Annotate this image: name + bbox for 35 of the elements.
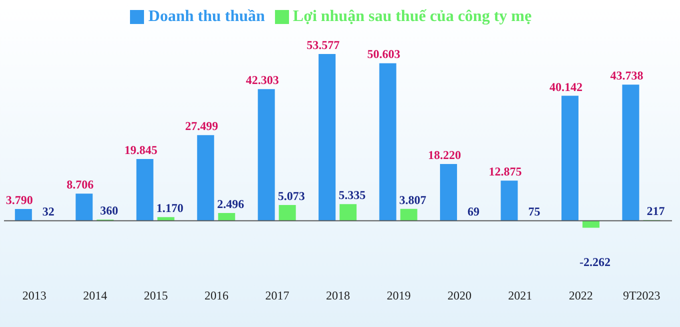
data-label: -2.262 xyxy=(579,254,610,269)
x-tick-label: 9T2023 xyxy=(622,288,660,303)
data-label: 40.142 xyxy=(549,80,582,94)
data-label: 3.807 xyxy=(399,192,426,207)
data-label: 53.577 xyxy=(306,38,340,52)
data-label: 69 xyxy=(468,204,480,219)
legend-label: Lợi nhuận sau thuế của công ty mẹ xyxy=(292,8,532,25)
x-tick-label: 2013 xyxy=(22,288,46,303)
data-label: 75 xyxy=(528,204,540,219)
x-tick-label: 2021 xyxy=(508,288,532,303)
data-label: 8.706 xyxy=(66,178,94,192)
data-label: 27.499 xyxy=(185,119,218,134)
data-label: 18.220 xyxy=(428,148,462,162)
data-label: 12.875 xyxy=(488,164,522,179)
data-label: 2.496 xyxy=(217,196,244,211)
x-tick-label: 2016 xyxy=(204,288,229,303)
x-tick-label: 2014 xyxy=(83,288,108,303)
x-tick-label: 2017 xyxy=(265,288,290,303)
x-tick-label: 2018 xyxy=(326,288,350,303)
x-tick-label: 2022 xyxy=(568,288,593,303)
legend-label: Doanh thu thuần xyxy=(148,8,265,25)
data-label: 32 xyxy=(42,204,54,219)
data-label: 1.170 xyxy=(156,201,184,216)
x-tick-label: 2019 xyxy=(386,288,411,303)
x-tick-label: 2020 xyxy=(447,288,472,303)
data-label: 42.303 xyxy=(246,73,279,88)
x-tick-label: 2015 xyxy=(144,288,168,303)
data-label: 50.603 xyxy=(367,47,400,62)
data-label: 43.738 xyxy=(610,68,644,83)
data-label: 360 xyxy=(100,204,118,218)
data-label: 217 xyxy=(646,204,665,218)
data-label: 5.073 xyxy=(278,188,305,203)
data-label: 19.845 xyxy=(124,142,158,157)
data-label: 5.335 xyxy=(338,188,366,202)
data-label: 3.790 xyxy=(6,192,33,207)
